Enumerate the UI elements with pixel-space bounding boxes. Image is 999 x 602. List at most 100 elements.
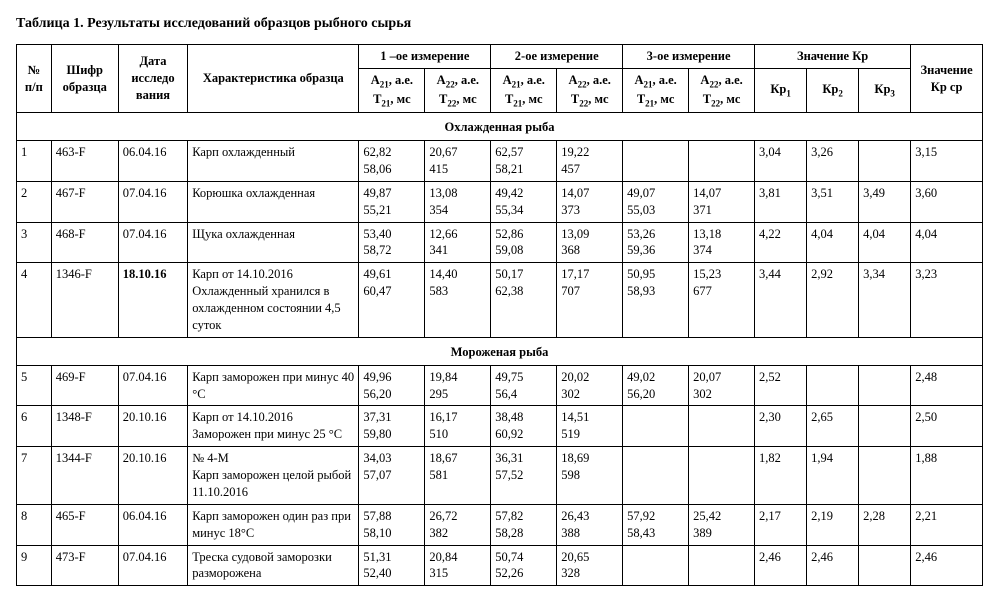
cell-m3b: 15,23677	[689, 263, 755, 338]
cell-kr3	[859, 365, 911, 406]
cell-desc: Щука охлажденная	[188, 222, 359, 263]
cell-m1b: 20,67415	[425, 141, 491, 182]
cell-n: 8	[17, 504, 52, 545]
cell-kr2: 4,04	[807, 222, 859, 263]
cell-kr1: 4,22	[755, 222, 807, 263]
table-row: 2467-F07.04.16Корюшка охлажденная49,8755…	[17, 181, 983, 222]
section-label: Охлажденная рыба	[17, 113, 983, 141]
cell-code: 1348-F	[51, 406, 118, 447]
col-m2a: A21, а.е. T21, мс	[491, 68, 557, 112]
cell-desc: Карп охлажденный	[188, 141, 359, 182]
col-n: № п/п	[17, 45, 52, 113]
cell-m2b: 18,69598	[557, 447, 623, 505]
cell-kr1: 2,46	[755, 545, 807, 586]
cell-n: 2	[17, 181, 52, 222]
results-table: № п/п Шифр образца Дата исследо вания Ха…	[16, 44, 983, 586]
cell-m2a: 62,5758,21	[491, 141, 557, 182]
cell-kr2: 2,19	[807, 504, 859, 545]
cell-m2a: 52,8659,08	[491, 222, 557, 263]
cell-m2a: 50,7452,26	[491, 545, 557, 586]
cell-kr3: 4,04	[859, 222, 911, 263]
cell-kr2: 1,94	[807, 447, 859, 505]
table-row: 5469-F07.04.16Карп заморожен при минус 4…	[17, 365, 983, 406]
cell-kr-avg: 4,04	[911, 222, 983, 263]
cell-m3a: 49,0256,20	[623, 365, 689, 406]
table-body: Охлажденная рыба1463-F06.04.16Карп охлаж…	[17, 113, 983, 586]
col-m1a: A21, а.е. T21, мс	[359, 68, 425, 112]
cell-m1a: 57,8858,10	[359, 504, 425, 545]
cell-m3a: 57,9258,43	[623, 504, 689, 545]
cell-kr3	[859, 406, 911, 447]
cell-n: 5	[17, 365, 52, 406]
section-header-row: Мороженая рыба	[17, 337, 983, 365]
col-desc: Характеристика образца	[188, 45, 359, 113]
cell-n: 3	[17, 222, 52, 263]
cell-m2a: 57,8258,28	[491, 504, 557, 545]
cell-desc: Карп заморожен один раз при минус 18°С	[188, 504, 359, 545]
cell-kr3	[859, 141, 911, 182]
cell-date: 18.10.16	[118, 263, 187, 338]
cell-desc: Карп от 14.10.2016 Охлажденный хранился …	[188, 263, 359, 338]
table-title: Таблица 1. Результаты исследований образ…	[16, 16, 983, 32]
cell-m1a: 49,8755,21	[359, 181, 425, 222]
cell-kr-avg: 2,46	[911, 545, 983, 586]
cell-date: 20.10.16	[118, 447, 187, 505]
cell-kr1: 2,52	[755, 365, 807, 406]
cell-m2a: 49,4255,34	[491, 181, 557, 222]
col-m1b: A22, а.е. T22, мс	[425, 68, 491, 112]
cell-m1b: 20,84315	[425, 545, 491, 586]
cell-m2a: 38,4860,92	[491, 406, 557, 447]
cell-m2b: 14,07373	[557, 181, 623, 222]
cell-m3a	[623, 406, 689, 447]
cell-m1a: 49,9656,20	[359, 365, 425, 406]
cell-m1b: 12,66341	[425, 222, 491, 263]
cell-kr-avg: 2,50	[911, 406, 983, 447]
table-row: 71344-F20.10.16№ 4-МКарп заморожен целой…	[17, 447, 983, 505]
cell-kr3: 3,34	[859, 263, 911, 338]
cell-code: 473-F	[51, 545, 118, 586]
cell-kr2: 3,51	[807, 181, 859, 222]
cell-kr2: 2,46	[807, 545, 859, 586]
cell-m2b: 17,17707	[557, 263, 623, 338]
cell-kr3: 2,28	[859, 504, 911, 545]
cell-code: 467-F	[51, 181, 118, 222]
cell-m3a	[623, 141, 689, 182]
cell-kr2: 2,92	[807, 263, 859, 338]
table-header: № п/п Шифр образца Дата исследо вания Ха…	[17, 45, 983, 113]
cell-kr-avg: 3,23	[911, 263, 983, 338]
cell-m1a: 49,6160,47	[359, 263, 425, 338]
cell-m1a: 34,0357,07	[359, 447, 425, 505]
cell-kr-avg: 3,60	[911, 181, 983, 222]
cell-desc: Корюшка охлажденная	[188, 181, 359, 222]
cell-kr1: 2,30	[755, 406, 807, 447]
cell-code: 1344-F	[51, 447, 118, 505]
cell-m2b: 20,02302	[557, 365, 623, 406]
cell-code: 469-F	[51, 365, 118, 406]
cell-date: 20.10.16	[118, 406, 187, 447]
cell-kr2: 2,65	[807, 406, 859, 447]
cell-kr-avg: 2,48	[911, 365, 983, 406]
cell-m3b	[689, 406, 755, 447]
cell-kr-avg: 2,21	[911, 504, 983, 545]
cell-desc: Треска судовой заморозки разморожена	[188, 545, 359, 586]
col-date: Дата исследо вания	[118, 45, 187, 113]
cell-kr3	[859, 545, 911, 586]
cell-m1a: 51,3152,40	[359, 545, 425, 586]
cell-kr2: 3,26	[807, 141, 859, 182]
table-row: 8465-F06.04.16Карп заморожен один раз пр…	[17, 504, 983, 545]
cell-m2b: 26,43388	[557, 504, 623, 545]
cell-m3a	[623, 545, 689, 586]
cell-m1b: 14,40583	[425, 263, 491, 338]
cell-kr1: 2,17	[755, 504, 807, 545]
cell-kr-avg: 3,15	[911, 141, 983, 182]
col-m3: 3-ое измерение	[623, 45, 755, 69]
cell-m3b	[689, 447, 755, 505]
col-code: Шифр образца	[51, 45, 118, 113]
cell-m3b: 25,42389	[689, 504, 755, 545]
cell-kr3: 3,49	[859, 181, 911, 222]
cell-desc: Карп от 14.10.2016 Заморожен при минус 2…	[188, 406, 359, 447]
cell-m1a: 37,3159,80	[359, 406, 425, 447]
col-m3a: A21, а.е. T21, мс	[623, 68, 689, 112]
cell-kr1: 1,82	[755, 447, 807, 505]
cell-m3b	[689, 141, 755, 182]
